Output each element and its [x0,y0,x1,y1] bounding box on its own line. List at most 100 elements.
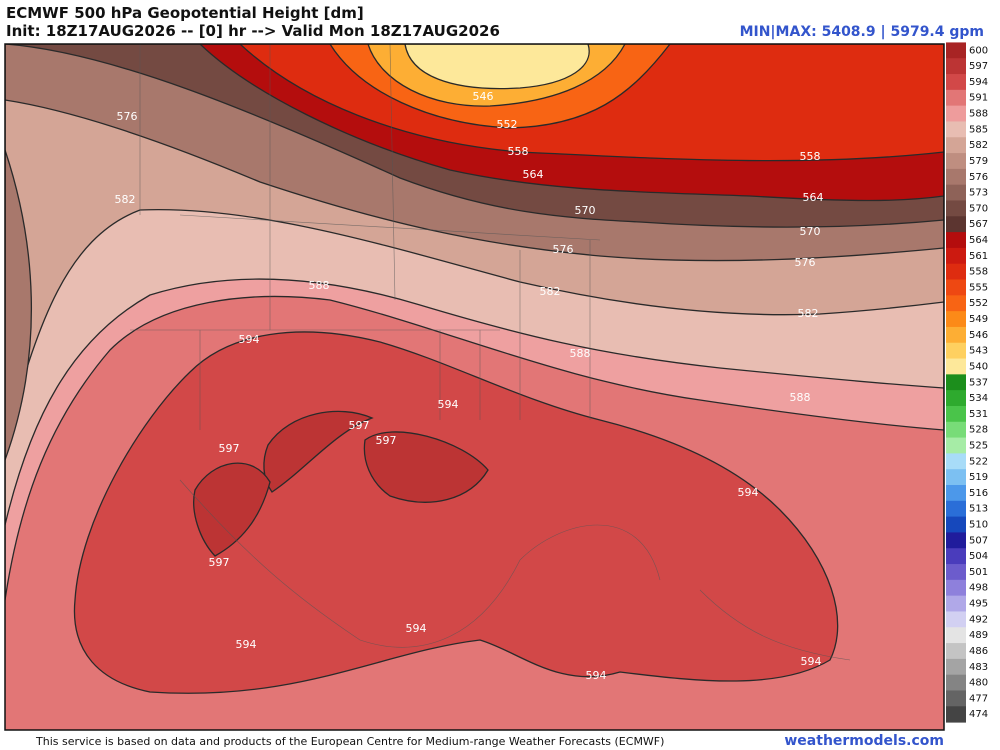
colorbar-swatch [946,690,966,707]
colorbar-swatch [946,263,966,281]
colorbar-label: 549 [969,314,988,325]
colorbar-label: 474 [969,709,988,720]
colorbar-label: 480 [969,678,988,689]
colorbar-label: 594 [969,77,988,88]
colorbar-swatch [946,516,966,533]
colorbar-label: 501 [969,567,988,578]
colorbar-swatch [946,326,966,344]
colorbar-swatch [946,105,966,122]
colorbar-swatch [946,658,966,676]
contour-label: 570 [800,225,821,238]
colorbar-label: 597 [969,61,988,72]
colorbar-label: 534 [969,393,988,404]
colorbar-label: 477 [969,693,988,704]
contour-label: 582 [115,193,136,206]
colorbar-label: 552 [969,298,988,309]
colorbar-swatch [946,643,966,660]
contour-label: 576 [795,256,816,269]
colorbar-label: 504 [969,551,988,562]
colorbar-swatch [946,279,966,296]
contour-label: 588 [790,391,811,404]
colorbar-swatch [946,595,966,612]
colorbar-label: 567 [969,219,988,230]
contour-label: 597 [209,556,230,569]
field-597-b [363,431,489,503]
colorbar-swatch [946,674,966,691]
colorbar-label: 570 [969,203,988,214]
colorbar-swatch [946,58,966,75]
colorbar-label: 585 [969,124,988,135]
init-line: Init: 18Z17AUG2026 -- [0] hr --> Valid M… [6,22,500,40]
contour-label: 576 [117,110,138,123]
field-594 [73,331,839,694]
footer-note: This service is based on data and produc… [35,735,664,748]
colorbar-swatch [946,121,966,138]
colorbar-swatch [946,564,966,581]
colorbar-swatch [946,311,966,328]
field-left-edge [5,149,32,461]
colorbar-swatch [946,374,966,391]
min-max: MIN|MAX: 5408.9 | 5979.4 gpm [740,24,984,40]
colorbar-swatch [946,627,966,644]
colorbar-swatch [946,74,966,91]
colorbar-label: 555 [969,282,988,293]
colorbar-swatch [946,548,966,565]
colorbar-label: 507 [969,535,988,546]
colorbar-label: 483 [969,662,988,673]
colorbar-swatch [946,405,966,423]
colorbar-label: 537 [969,377,988,388]
colorbar-label: 513 [969,504,988,515]
colorbar-swatch [946,437,966,454]
colorbar-label: 558 [969,267,988,278]
colorbar-swatch [946,500,966,518]
contour-label: 594 [236,638,257,651]
colorbar-swatch [946,485,966,502]
colorbar-label: 576 [969,172,988,183]
contour-label: 594 [239,333,260,346]
contour-label: 564 [523,168,544,181]
colorbar-label: 486 [969,646,988,657]
contour-label: 594 [801,655,822,668]
colorbar-label: 546 [969,330,988,341]
colorbar-swatch [946,232,966,249]
colorbar-swatch [946,611,966,628]
boundaries [130,44,851,661]
colorbar-swatch [946,390,966,407]
colorbar-label: 579 [969,156,988,167]
colorbar-label: 588 [969,109,988,120]
contour-label: 594 [738,486,759,499]
colorbar-swatch [946,469,966,486]
colorbar-label: 531 [969,409,988,420]
colorbar-label: 516 [969,488,988,499]
contour-label: 552 [497,118,518,131]
colorbar-label: 528 [969,425,988,436]
colorbar-swatch [946,706,966,723]
colorbar-swatch [946,200,966,217]
colorbar-swatch [946,168,966,186]
colorbar-swatch [946,89,966,107]
title: ECMWF 500 hPa Geopotential Height [dm] [6,4,364,22]
colorbar-label: 540 [969,361,988,372]
contour-labels: 576 582 588 594 597 597 597 597 594 594 594 594 594 5… [115,90,824,682]
contour-label: 582 [798,307,819,320]
colorbar-label: 561 [969,251,988,262]
colorbar-label: 582 [969,140,988,151]
colorbar-swatch [946,295,966,312]
site-link[interactable]: weathermodels.com [784,733,944,749]
colorbar-label: 489 [969,630,988,641]
colorbar-label: 495 [969,599,988,610]
colorbar-swatch [946,137,966,154]
colorbar-label: 600 [969,45,988,56]
contour-label: 597 [349,419,370,432]
colorbar-swatch [946,579,966,597]
contour-label: 597 [376,434,397,447]
colorbar-label: 510 [969,520,988,531]
map-frame [4,43,945,731]
colorbar-swatch [946,532,966,549]
colorbar-swatch [946,453,966,470]
contour-label: 564 [803,191,824,204]
colorbar-label: 564 [969,235,988,246]
colorbar-swatch [946,342,966,360]
contour-label: 588 [570,347,591,360]
